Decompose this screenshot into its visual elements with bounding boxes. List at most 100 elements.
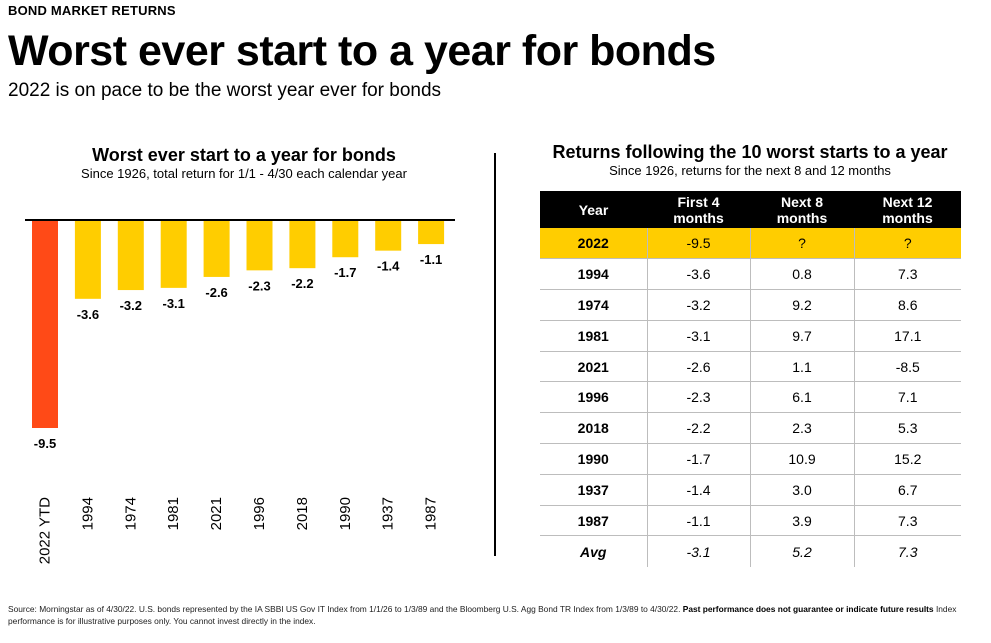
table-row: 1994 -3.6 0.8 7.3 [540,258,961,291]
table-cell: 7.1 [854,381,961,414]
table-row: 1996 -2.3 6.1 7.1 [540,381,961,414]
table-cell: 3.0 [750,474,855,506]
table-cell: 1.1 [750,351,855,383]
average-label-cell: Avg [540,535,648,567]
data-label: -1.1 [420,252,442,267]
x-tick-label: 1937 [380,497,397,530]
page-title: Worst ever start to a year for bonds [8,27,716,75]
table-row: 1937 -1.4 3.0 6.7 [540,474,961,506]
table-cell: ? [854,228,961,260]
table-row-average: Avg -3.1 5.2 7.3 [540,535,961,567]
section-divider [494,153,496,556]
table-row: 1987 -1.1 3.9 7.3 [540,505,961,537]
source-footnote: Source: Morningstar as of 4/30/22. U.S. … [8,603,983,627]
table-cell: 7.3 [898,543,918,560]
table-cell: -3.1 [647,320,751,352]
bar-1937 [375,220,402,251]
page-subtitle: 2022 is on pace to be the worst year eve… [8,80,442,101]
table-cell: 5.3 [854,412,961,445]
x-tick-label: 2022 YTD [37,497,54,564]
data-label: -2.2 [291,276,313,291]
bar-chart: -9.5 2022 YTD -3.6 1994 -3.2 1974 -3.1 1981 -2.6… [25,219,455,564]
data-label: -2.6 [205,285,227,300]
chart-subtitle: Since 1926, total return for 1/1 - 4/30 … [81,166,407,181]
year-cell: 2018 [540,412,648,445]
year-cell: 1994 [540,258,648,291]
year-cell: 1996 [540,381,648,414]
table-cell: -3.1 [647,535,751,567]
bar-1996 [246,220,273,271]
table-row: 1990 -1.7 10.9 15.2 [540,443,961,475]
table-cell: -8.5 [854,351,961,383]
table-cell: -3.2 [647,289,751,321]
source-text: Source: Morningstar as of 4/30/22. U.S. … [8,604,681,614]
table-header-row: Year First 4 months Next 8 months Next 1… [540,191,961,228]
disclaimer-bold: Past performance does not guarantee or i… [682,604,934,614]
table-cell: 9.7 [750,320,855,352]
table-cell: 10.9 [750,443,855,475]
column-header: First 4 months [647,191,750,228]
table-cell: 7.3 [854,258,961,291]
x-tick-label: 2021 [208,497,225,530]
bar-1987 [418,220,445,245]
table-cell: -2.3 [647,381,751,414]
table-title: Returns following the 10 worst starts to… [552,142,948,162]
year-cell: 1937 [540,474,648,506]
year-cell: 2022 [540,228,648,260]
year-cell: 1990 [540,443,648,475]
table-cell: 7.3 [854,505,961,537]
bar-1990 [332,220,359,258]
data-label: -3.2 [120,298,142,313]
x-tick-label: 1974 [122,497,139,530]
x-tick-label: 1987 [423,497,440,530]
data-label: -1.4 [377,259,400,274]
table-row: 1981 -3.1 9.7 17.1 [540,320,961,352]
table-cell: -1.7 [647,443,751,475]
column-header: Next 8 months [750,191,854,228]
table-cell: 6.1 [750,381,855,414]
bar-2022-ytd [32,220,58,428]
bar-1981 [160,220,187,288]
data-label: -1.7 [334,265,356,280]
table-cell: -2.2 [647,412,751,445]
table-cell: ? [750,228,855,260]
chart-title: Worst ever start to a year for bonds [92,145,396,165]
x-tick-label: 1990 [337,497,354,530]
table-cell: 15.2 [854,443,961,475]
table-cell: 2.3 [750,412,855,445]
x-tick-label: 1996 [251,497,268,530]
year-cell: 1987 [540,505,648,537]
table-row: 2021 -2.6 1.1 -8.5 [540,351,961,383]
table-cell: 9.2 [750,289,855,321]
x-tick-label: 2018 [294,497,311,530]
x-tick-label: 1981 [165,497,182,530]
year-cell: 2021 [540,351,648,383]
column-header: Year [540,191,647,228]
table-cell: 8.6 [854,289,961,321]
table-cell: 17.1 [854,320,961,352]
table-row-highlighted: 2022 -9.5 ? ? [540,228,961,260]
bar-1994 [74,220,101,299]
table-cell: -1.1 [647,505,751,537]
table-cell: -1.4 [647,474,751,506]
bar-2018 [289,220,316,269]
table-cell: -2.6 [647,351,751,383]
table-subtitle: Since 1926, returns for the next 8 and 1… [609,163,891,178]
year-cell: 1974 [540,289,648,321]
table-cell: -9.5 [647,228,751,260]
x-tick-label: 1994 [79,497,96,530]
data-label: -3.1 [162,296,184,311]
table-row: 2018 -2.2 2.3 5.3 [540,412,961,445]
bar-1974 [117,220,144,291]
column-header: Next 12 months [854,191,961,228]
table-cell: 5.2 [750,535,855,567]
data-label: -9.5 [34,436,56,451]
bar-2021 [203,220,230,277]
table-cell: 0.8 [750,258,855,291]
returns-table: Year First 4 months Next 8 months Next 1… [540,191,961,567]
table-cell: 3.9 [750,505,855,537]
table-cell: 6.7 [854,474,961,506]
disclaimer-text: Index performance is for illustrative pu… [8,604,957,626]
section-kicker: BOND MARKET RETURNS [8,3,176,18]
table-cell: -3.6 [647,258,751,291]
